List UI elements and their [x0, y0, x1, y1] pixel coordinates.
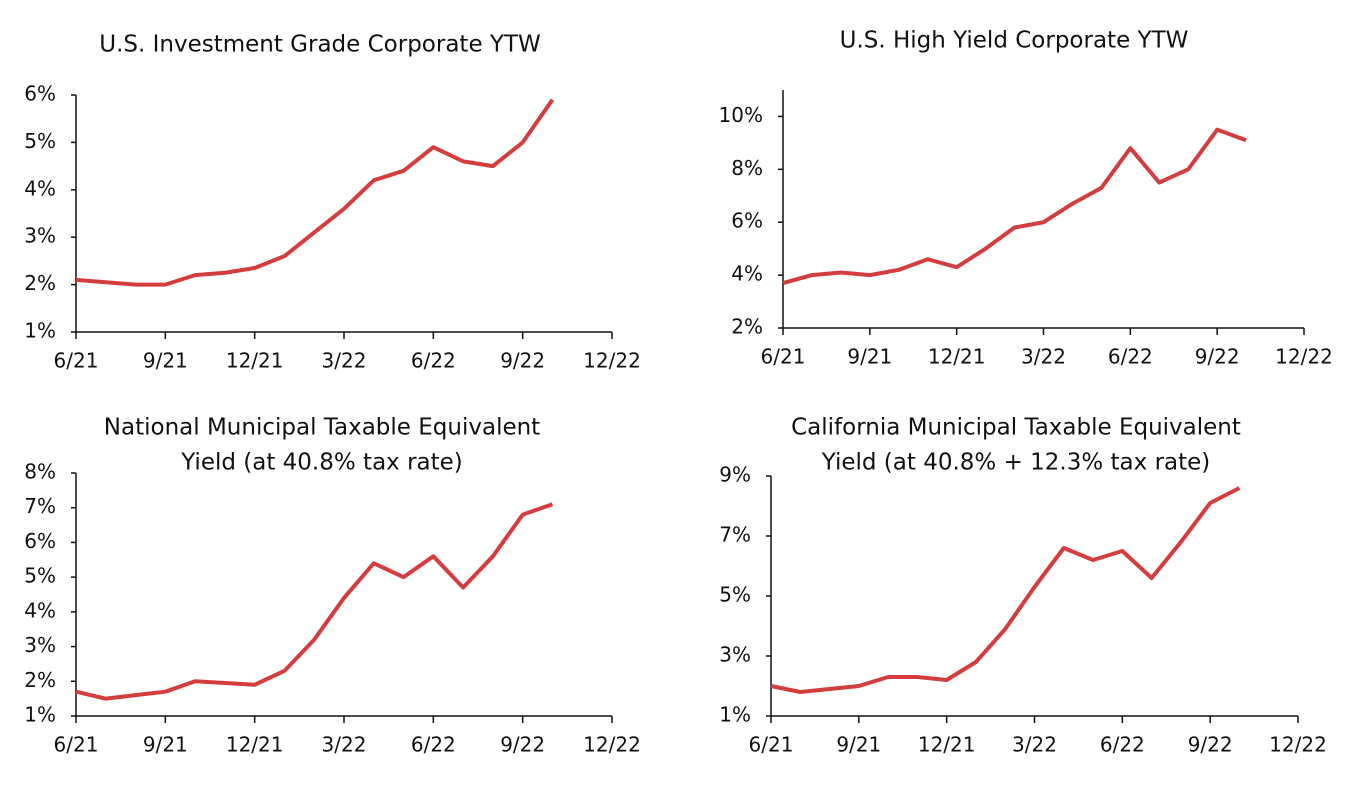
y-tick-label: 5% — [24, 129, 56, 153]
y-tick-label: 3% — [719, 643, 751, 667]
y-tick-label: 8% — [24, 460, 56, 484]
x-tick-label: 9/21 — [847, 345, 892, 369]
y-tick-label: 1% — [24, 703, 56, 727]
y-tick-label: 10% — [719, 103, 763, 127]
y-tick-label: 2% — [731, 315, 763, 339]
x-tick-label: 6/21 — [54, 349, 99, 373]
line-series — [782, 127, 1247, 285]
x-tick-label: 9/22 — [500, 733, 545, 757]
y-tick-label: 6% — [24, 82, 56, 106]
x-tick-label: 9/22 — [1195, 345, 1240, 369]
x-tick-label: 6/21 — [749, 733, 794, 757]
y-tick-label: 5% — [719, 583, 751, 607]
x-tick-label: 12/22 — [1269, 733, 1327, 757]
y-tick-label: 2% — [24, 271, 56, 295]
y-tick-label: 4% — [24, 598, 56, 622]
x-tick-label: 9/21 — [143, 349, 188, 373]
y-tick-label: 9% — [719, 463, 751, 487]
x-tick-label: 3/22 — [322, 733, 367, 757]
x-tick-label: 12/22 — [583, 349, 641, 373]
y-tick-label: 1% — [719, 703, 751, 727]
chart-title: U.S. Investment Grade Corporate YTW — [99, 32, 541, 58]
x-tick-label: 12/22 — [583, 733, 641, 757]
x-tick-label: 3/22 — [1012, 733, 1057, 757]
x-tick-label: 6/21 — [54, 733, 99, 757]
x-tick-label: 6/21 — [761, 345, 806, 369]
x-tick-label: 6/22 — [1100, 733, 1145, 757]
x-tick-label: 12/21 — [928, 345, 986, 369]
y-tick-label: 2% — [24, 668, 56, 692]
chart-title: U.S. High Yield Corporate YTW — [840, 28, 1189, 54]
x-tick-label: 3/22 — [322, 349, 367, 373]
chart-title: Yield (at 40.8% + 12.3% tax rate) — [821, 450, 1211, 476]
y-tick-label: 3% — [24, 633, 56, 657]
line-series — [75, 502, 554, 701]
x-tick-label: 12/22 — [1275, 345, 1333, 369]
y-tick-label: 4% — [24, 176, 56, 200]
x-tick-label: 9/21 — [836, 733, 881, 757]
y-tick-label: 6% — [24, 529, 56, 553]
x-tick-label: 12/21 — [918, 733, 976, 757]
y-tick-label: 7% — [719, 523, 751, 547]
x-tick-label: 9/22 — [500, 349, 545, 373]
x-tick-label: 9/21 — [143, 733, 188, 757]
x-tick-label: 12/21 — [226, 733, 284, 757]
x-tick-label: 9/22 — [1188, 733, 1233, 757]
y-tick-label: 7% — [24, 494, 56, 518]
x-tick-label: 12/21 — [226, 349, 284, 373]
y-tick-label: 3% — [24, 224, 56, 248]
y-tick-label: 5% — [24, 564, 56, 588]
chart-title: National Municipal Taxable Equivalent — [104, 415, 540, 441]
x-tick-label: 3/22 — [1021, 345, 1066, 369]
chart-title: Yield (at 40.8% tax rate) — [180, 450, 463, 476]
line-series — [770, 486, 1241, 694]
y-tick-label: 4% — [731, 262, 763, 286]
y-tick-label: 8% — [731, 156, 763, 180]
line-series — [75, 98, 555, 287]
x-tick-label: 6/22 — [411, 733, 456, 757]
y-tick-label: 6% — [731, 209, 763, 233]
x-tick-label: 6/22 — [411, 349, 456, 373]
chart-title: California Municipal Taxable Equivalent — [791, 415, 1241, 441]
y-tick-label: 1% — [24, 319, 56, 343]
x-tick-label: 6/22 — [1108, 345, 1153, 369]
